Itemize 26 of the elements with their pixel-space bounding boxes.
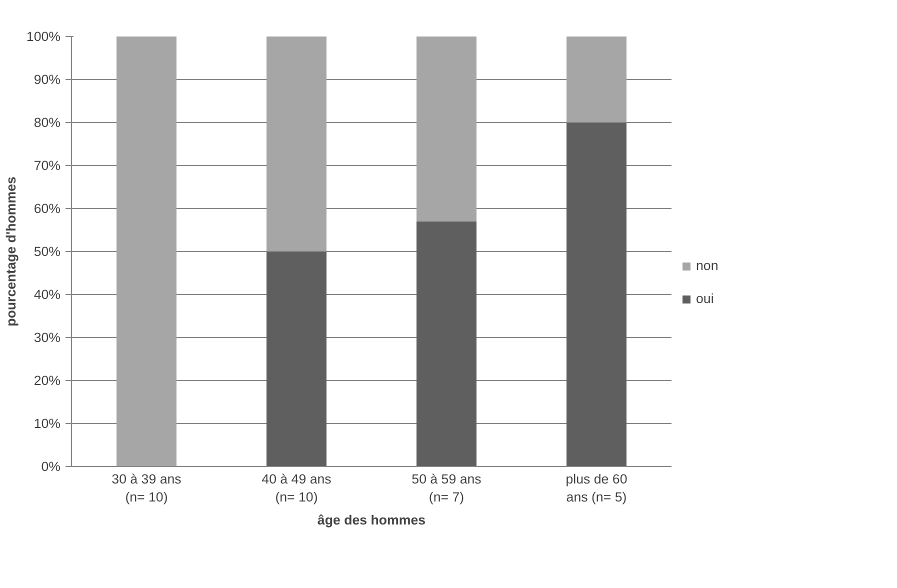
x-tick-label: plus de 60 ans (n= 5): [566, 472, 628, 504]
legend-label: oui: [696, 291, 715, 306]
x-tick-label: 50 à 59 ans (n= 7): [412, 472, 482, 504]
bar: [566, 36, 626, 122]
y-tick-label: 30%: [34, 330, 61, 345]
x-tick-label: 40 à 49 ans (n= 10): [262, 472, 332, 504]
y-tick-label: 40%: [34, 287, 61, 302]
y-tick-label: 70%: [34, 158, 61, 173]
x-axis-title: âge des hommes: [317, 512, 426, 528]
y-tick-label: 80%: [34, 115, 61, 130]
y-tick-label: 50%: [34, 244, 61, 259]
bar: [416, 221, 476, 466]
y-tick-label: 60%: [34, 201, 61, 216]
bar: [266, 252, 326, 466]
x-tick-label: 30 à 39 ans (n= 10): [112, 472, 182, 504]
y-tick-label: 100%: [26, 29, 61, 44]
bar: [566, 122, 626, 466]
y-tick-label: 10%: [34, 416, 61, 431]
legend-label: non: [696, 258, 718, 273]
bar: [266, 36, 326, 252]
y-tick-label: 20%: [34, 373, 61, 388]
y-tick-label: 0%: [41, 459, 61, 474]
bar: [416, 36, 476, 222]
bar: [116, 36, 176, 466]
y-axis-title: pourcentage d'hommes: [3, 176, 18, 326]
y-tick-label: 90%: [34, 72, 61, 87]
